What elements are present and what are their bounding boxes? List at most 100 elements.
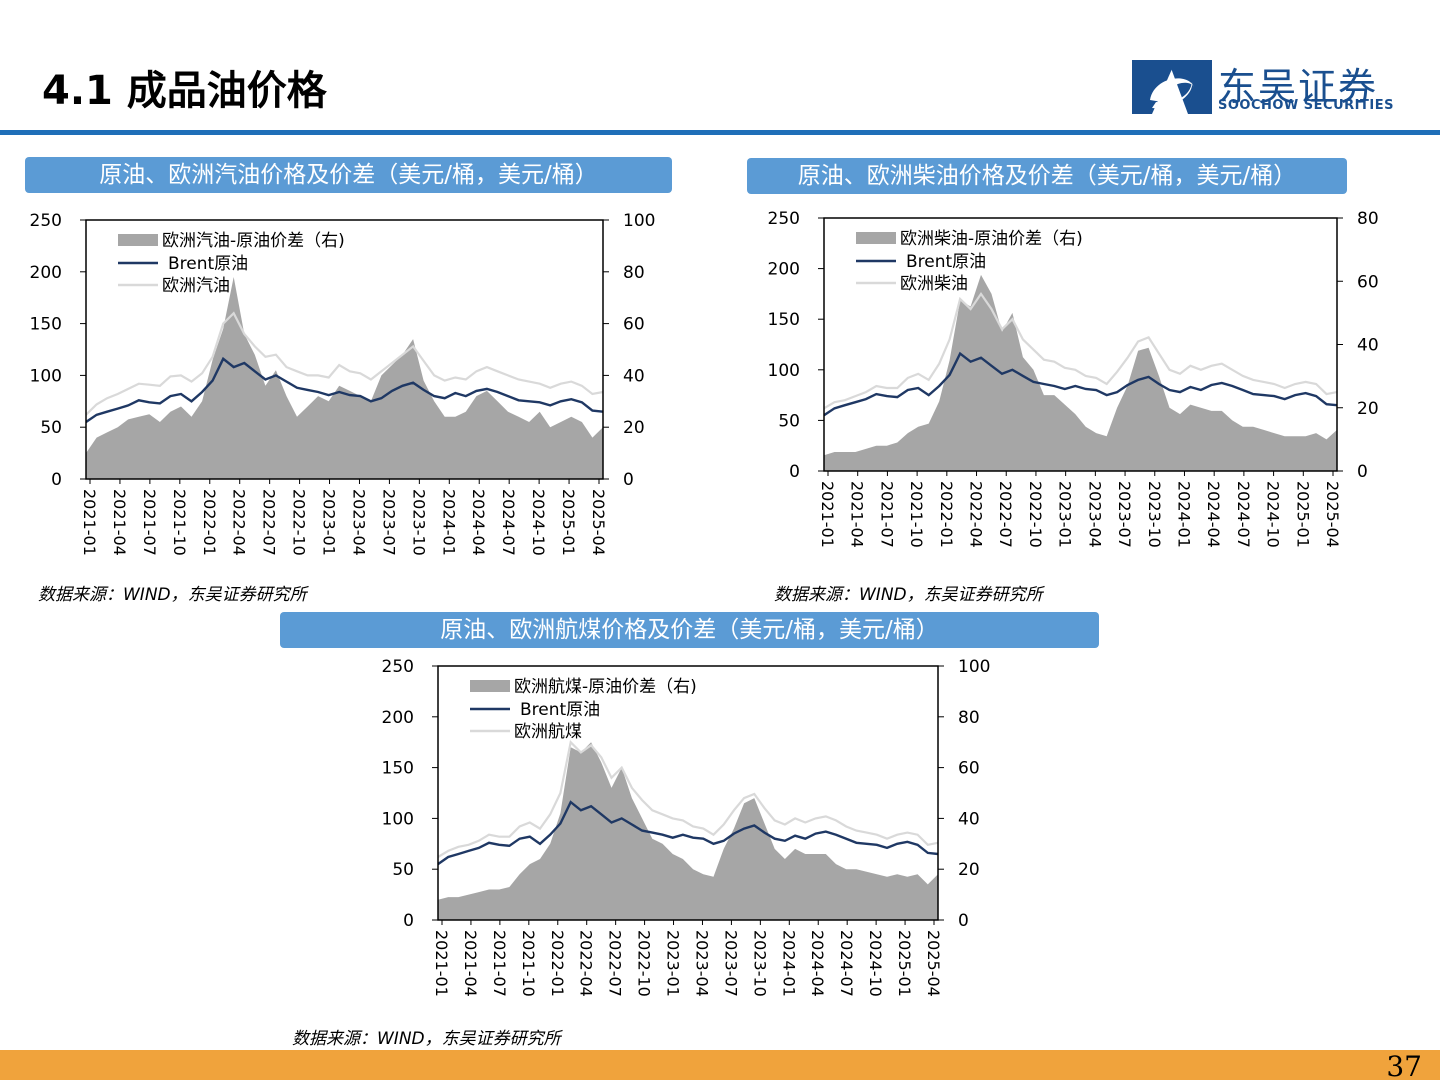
x-tick-label: 2023-01 xyxy=(664,930,683,997)
x-tick-label: 2021-01 xyxy=(432,930,451,997)
left-tick-label: 250 xyxy=(30,211,62,231)
right-tick-label: 20 xyxy=(1357,399,1379,419)
x-tick-label: 2022-04 xyxy=(230,489,249,556)
x-tick-label: 2024-04 xyxy=(808,930,827,997)
x-tick-label: 2022-10 xyxy=(635,930,654,997)
left-tick-label: 200 xyxy=(382,708,414,728)
x-tick-label: 2024-07 xyxy=(837,930,856,997)
x-tick-label: 2024-10 xyxy=(1264,481,1283,548)
right-tick-label: 80 xyxy=(1357,209,1379,229)
x-tick-label: 2023-04 xyxy=(349,489,368,556)
left-tick-label: 150 xyxy=(30,315,62,335)
diesel-chart: 0 50 100 150 200 250 0 20 40 60 80 2021-01 2021-04 20… xyxy=(768,209,1379,548)
left-tick-label: 150 xyxy=(382,759,414,779)
x-tick-label: 2024-10 xyxy=(529,489,548,556)
left-tick-label: 200 xyxy=(768,260,800,280)
x-tick-label: 2022-01 xyxy=(200,489,219,556)
left-tick-label: 100 xyxy=(382,809,414,829)
footer-bar xyxy=(0,1050,1440,1080)
x-tick-label: 2021-07 xyxy=(140,489,159,556)
x-tick-label: 2021-01 xyxy=(818,481,837,548)
left-tick-label: 250 xyxy=(382,657,414,677)
right-tick-label: 0 xyxy=(623,470,634,490)
x-tick-label: 2024-01 xyxy=(1174,481,1193,548)
x-tick-label: 2023-04 xyxy=(692,930,711,997)
x-tick-label: 2025-01 xyxy=(559,489,578,556)
left-tick-label: 0 xyxy=(51,470,62,490)
left-tick-label: 100 xyxy=(768,361,800,381)
right-tick-label: 80 xyxy=(623,263,645,283)
x-tick-label: 2025-04 xyxy=(589,489,608,556)
right-tick-label: 100 xyxy=(958,657,990,677)
right-tick-label: 40 xyxy=(958,809,980,829)
plot-frame xyxy=(85,219,604,480)
x-tick-label: 2023-04 xyxy=(1085,481,1104,548)
left-tick-label: 0 xyxy=(789,462,800,482)
x-tick-label: 2022-10 xyxy=(1026,481,1045,548)
x-tick-label: 2022-04 xyxy=(577,930,596,997)
right-tick-label: 0 xyxy=(1357,462,1368,482)
left-tick-label: 100 xyxy=(30,366,62,386)
x-tick-label: 2022-07 xyxy=(260,489,279,556)
x-tick-label: 2024-10 xyxy=(866,930,885,997)
chart-2-source: 数据来源：WIND，东吴证券研究所 xyxy=(774,585,1043,605)
x-tick-label: 2023-10 xyxy=(409,489,428,556)
x-tick-label: 2023-07 xyxy=(1115,481,1134,548)
x-tick-label: 2023-01 xyxy=(1056,481,1075,548)
x-tick-label: 2021-07 xyxy=(877,481,896,548)
brent-price-line xyxy=(823,351,1338,417)
left-tick-label: 50 xyxy=(40,418,62,438)
right-tick-label: 60 xyxy=(623,315,645,335)
plot-frame xyxy=(437,665,939,921)
x-tick-label: 2024-07 xyxy=(499,489,518,556)
right-tick-label: 100 xyxy=(623,211,655,231)
x-tick-label: 2022-07 xyxy=(606,930,625,997)
logo-mark-icon xyxy=(1132,60,1212,114)
x-tick-label: 2024-01 xyxy=(779,930,798,997)
legend-product-label: 欧洲汽油 xyxy=(162,276,230,296)
x-tick-label: 2022-01 xyxy=(548,930,567,997)
legend-brent-label: Brent原油 xyxy=(168,254,248,274)
left-tick-label: 200 xyxy=(30,263,62,283)
x-tick-label: 2021-10 xyxy=(907,481,926,548)
left-tick-label: 50 xyxy=(392,860,414,880)
legend-brent-label: Brent原油 xyxy=(906,252,986,272)
legend-spread-label: 欧洲航煤-原油价差（右) xyxy=(514,677,697,697)
page-number: 37 xyxy=(1386,1050,1422,1083)
x-tick-label: 2024-04 xyxy=(1204,481,1223,548)
x-tick-label: 2025-01 xyxy=(1293,481,1312,548)
chart-1-title: 原油、欧洲汽油价格及价差（美元/桶，美元/桶） xyxy=(25,157,672,193)
chart-3-title: 原油、欧洲航煤价格及价差（美元/桶，美元/桶） xyxy=(280,612,1099,648)
legend-brent-label: Brent原油 xyxy=(520,700,600,720)
right-tick-label: 40 xyxy=(623,366,645,386)
legend-spread-label: 欧洲汽油-原油价差（右) xyxy=(162,231,345,251)
product-price-line xyxy=(437,739,939,858)
right-tick-label: 80 xyxy=(958,708,980,728)
x-tick-label: 2023-10 xyxy=(750,930,769,997)
header-divider xyxy=(0,130,1440,135)
x-tick-label: 2022-04 xyxy=(967,481,986,548)
x-tick-label: 2022-01 xyxy=(937,481,956,548)
chart-1-source: 数据来源：WIND，东吴证券研究所 xyxy=(38,585,307,605)
x-tick-label: 2021-04 xyxy=(110,489,129,556)
chart-2-title: 原油、欧洲柴油价格及价差（美元/桶，美元/桶） xyxy=(747,158,1347,194)
x-tick-label: 2021-01 xyxy=(80,489,99,556)
x-tick-label: 2021-04 xyxy=(461,930,480,997)
spread-area xyxy=(824,274,1337,471)
x-tick-label: 2022-07 xyxy=(996,481,1015,548)
logo-text-en: SOOCHOW SECURITIES xyxy=(1218,98,1394,113)
page-title: 4.1 成品油价格 xyxy=(42,68,327,114)
legend-spread-swatch xyxy=(118,234,158,246)
x-tick-label: 2021-10 xyxy=(519,930,538,997)
brent-price-line xyxy=(437,800,939,866)
spread-area xyxy=(86,277,603,479)
x-tick-label: 2025-04 xyxy=(1323,481,1342,548)
product-price-line xyxy=(823,291,1338,410)
right-tick-label: 20 xyxy=(623,418,645,438)
legend-spread-swatch xyxy=(470,680,510,692)
legend-spread-label: 欧洲柴油-原油价差（右) xyxy=(900,229,1083,249)
logo-text-cn: 东吴证券 xyxy=(1218,65,1379,109)
product-price-line xyxy=(85,311,604,416)
chart-3-source: 数据来源：WIND，东吴证券研究所 xyxy=(292,1029,561,1049)
x-tick-label: 2023-01 xyxy=(320,489,339,556)
